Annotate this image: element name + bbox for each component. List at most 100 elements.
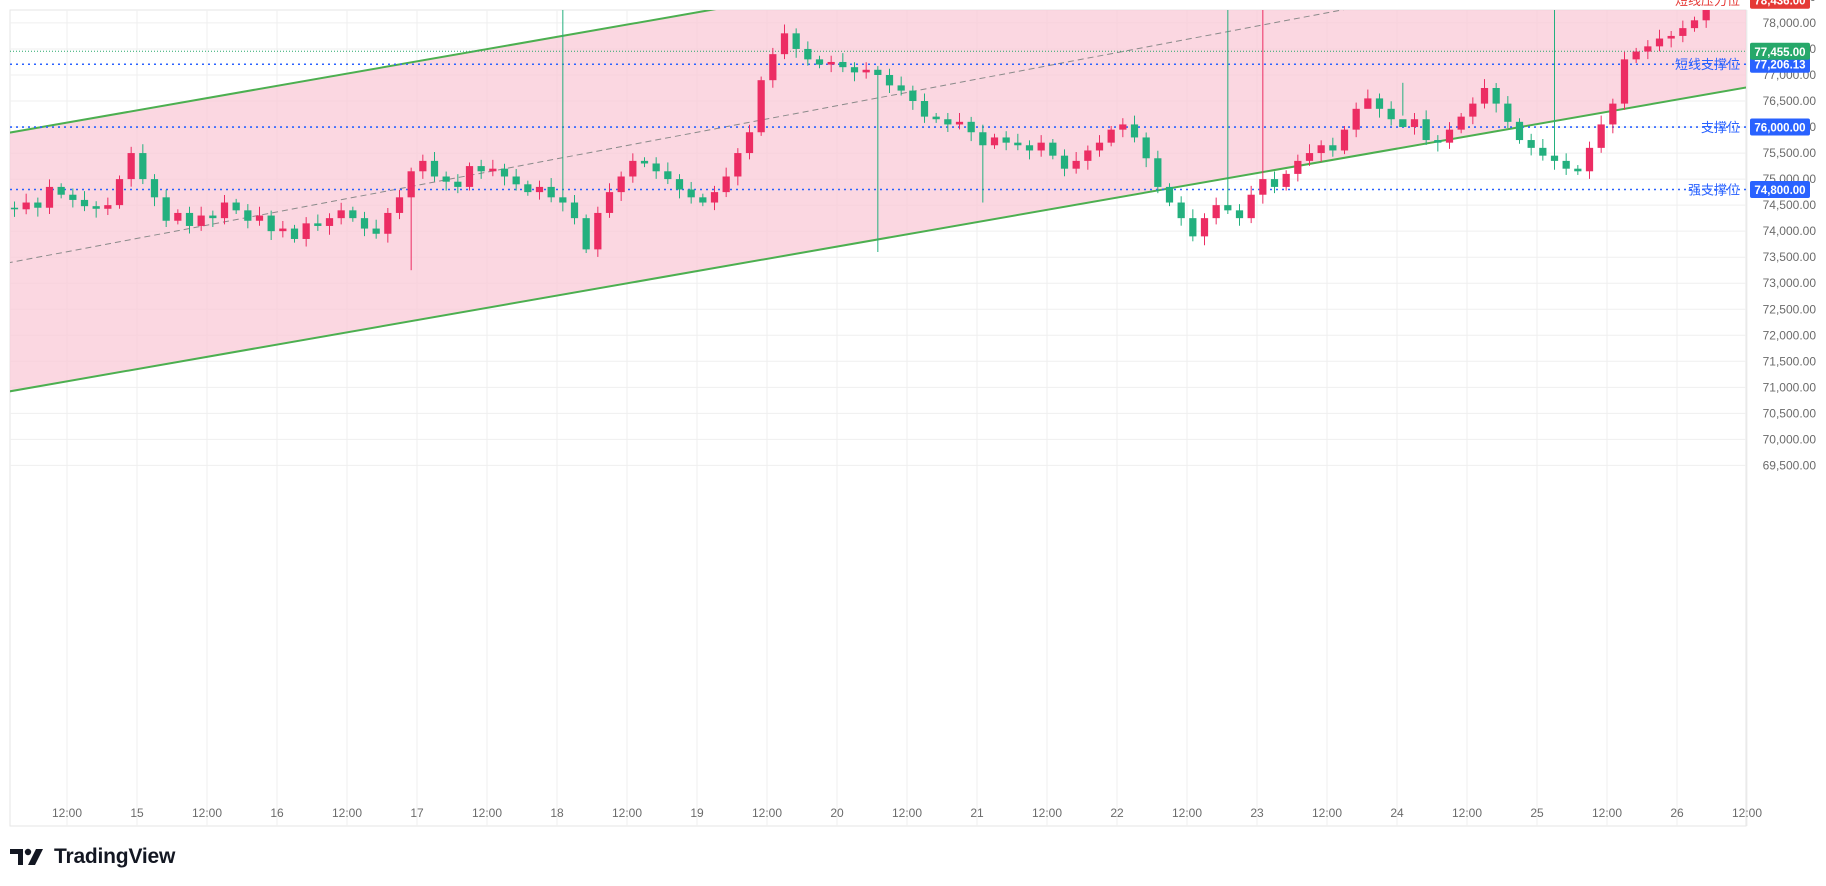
level-labels: 强压力位压力位79,444.00短线压力位78,436.00短线支撑位77,20… (1675, 0, 1810, 199)
y-tick-label: 75,500.00 (1763, 146, 1817, 160)
x-tick-label: 12:00 (1172, 806, 1202, 820)
brand-logo[interactable]: TradingView (10, 844, 175, 870)
candle-body (104, 205, 112, 209)
x-axis: 12:00 15 12:00 16 12:00 17 12:00 18 12:00 19 12:00… (52, 806, 1762, 820)
candle-body (1644, 46, 1652, 52)
y-tick-label: 78,000.00 (1763, 16, 1817, 30)
candle-body (920, 101, 929, 117)
candle-body (349, 210, 357, 219)
candle-body (780, 33, 789, 55)
y-tick-label: 72,000.00 (1763, 328, 1817, 342)
candle-body (477, 166, 485, 172)
candle-body (559, 197, 567, 203)
candle-body (80, 199, 89, 207)
candle-body (174, 212, 182, 221)
x-tick-label: 20 (830, 806, 844, 820)
candle-body (1550, 155, 1559, 161)
candle-body (1154, 158, 1162, 187)
candle-body (862, 69, 870, 73)
candle-body (1095, 142, 1104, 151)
candle-body (197, 215, 205, 226)
candle-body (535, 186, 544, 193)
candle-body (804, 48, 812, 60)
candle-body (267, 215, 275, 232)
candle-body (384, 212, 392, 234)
current-price-tag-label: 77,455.00 (1754, 47, 1805, 59)
x-tick-label: 25 (1530, 806, 1544, 820)
candle-body (1294, 160, 1302, 174)
candle-body (1329, 145, 1337, 151)
candle-body (419, 160, 427, 172)
candle-body (1247, 194, 1255, 219)
candle-body (290, 228, 299, 239)
candles (10, 10, 1826, 271)
price-tag-label: 78,436.00 (1754, 0, 1805, 8)
y-tick-label: 71,500.00 (1763, 354, 1817, 368)
candle-body (955, 121, 964, 125)
candle-body (255, 215, 264, 221)
candle-body (1212, 205, 1220, 219)
candle-body (1597, 124, 1605, 148)
price-tag-bg (1750, 55, 1810, 73)
x-tick-label: 12:00 (752, 806, 782, 820)
current-price-tag-bg (1750, 42, 1810, 60)
candle-body (185, 212, 194, 226)
y-tick-label: 70,000.00 (1763, 432, 1817, 446)
candle-body (582, 218, 590, 250)
candle-body (1585, 147, 1594, 172)
candle-body (1667, 35, 1675, 39)
candle-body (325, 218, 334, 226)
candle-body (1422, 119, 1430, 141)
candle-body (360, 218, 369, 229)
brand-name: TradingView (54, 845, 176, 868)
candle-body (1142, 137, 1150, 159)
candle-body (1655, 38, 1664, 47)
candle-body (1469, 103, 1477, 117)
candle-body (1480, 87, 1489, 104)
candle-body (45, 186, 54, 208)
x-tick-label: 23 (1250, 806, 1264, 820)
candle-body (1189, 218, 1197, 237)
candle-body (1434, 140, 1442, 143)
x-tick-label: 12:00 (1312, 806, 1342, 820)
candle-body (407, 171, 415, 198)
candle-body (1235, 210, 1244, 219)
candle-body (1819, 13, 1826, 18)
candle-body (1399, 119, 1407, 128)
candle-body (675, 179, 684, 190)
candle-body (465, 166, 474, 187)
candle-body (395, 197, 404, 213)
candle-body (1084, 150, 1092, 161)
candle-body (792, 33, 800, 49)
candle-body (162, 197, 170, 221)
y-tick-label: 70,500.00 (1763, 406, 1817, 420)
candle-body (1200, 218, 1209, 237)
x-tick-label: 18 (550, 806, 564, 820)
plot-layer (10, 10, 1826, 393)
y-tick-label: 73,000.00 (1763, 276, 1817, 290)
candle-body (1037, 142, 1045, 151)
channel-lower-line (10, 86, 1746, 393)
x-tick-label: 12:00 (1452, 806, 1482, 820)
candle-body (1364, 98, 1372, 109)
candle-body (1317, 145, 1325, 154)
candle-body (1014, 142, 1022, 146)
y-tick-label: 69,500.00 (1763, 458, 1817, 472)
candle-body (1457, 116, 1465, 130)
candle-body (1259, 179, 1267, 195)
candle-body (1060, 155, 1069, 169)
price-tag-label: 76,000.00 (1754, 123, 1805, 135)
candle-body (1130, 124, 1139, 138)
x-tick-label: 19 (690, 806, 704, 820)
x-tick-label: 22 (1110, 806, 1124, 820)
x-tick-label: 12:00 (892, 806, 922, 820)
candle-body (92, 206, 100, 209)
candle-body (885, 74, 894, 86)
candle-body (454, 181, 462, 187)
candle-body (1352, 108, 1360, 130)
candle-body (734, 153, 742, 177)
x-tick-label: 17 (410, 806, 424, 820)
price-tag-label: 77,206.13 (1754, 60, 1805, 72)
